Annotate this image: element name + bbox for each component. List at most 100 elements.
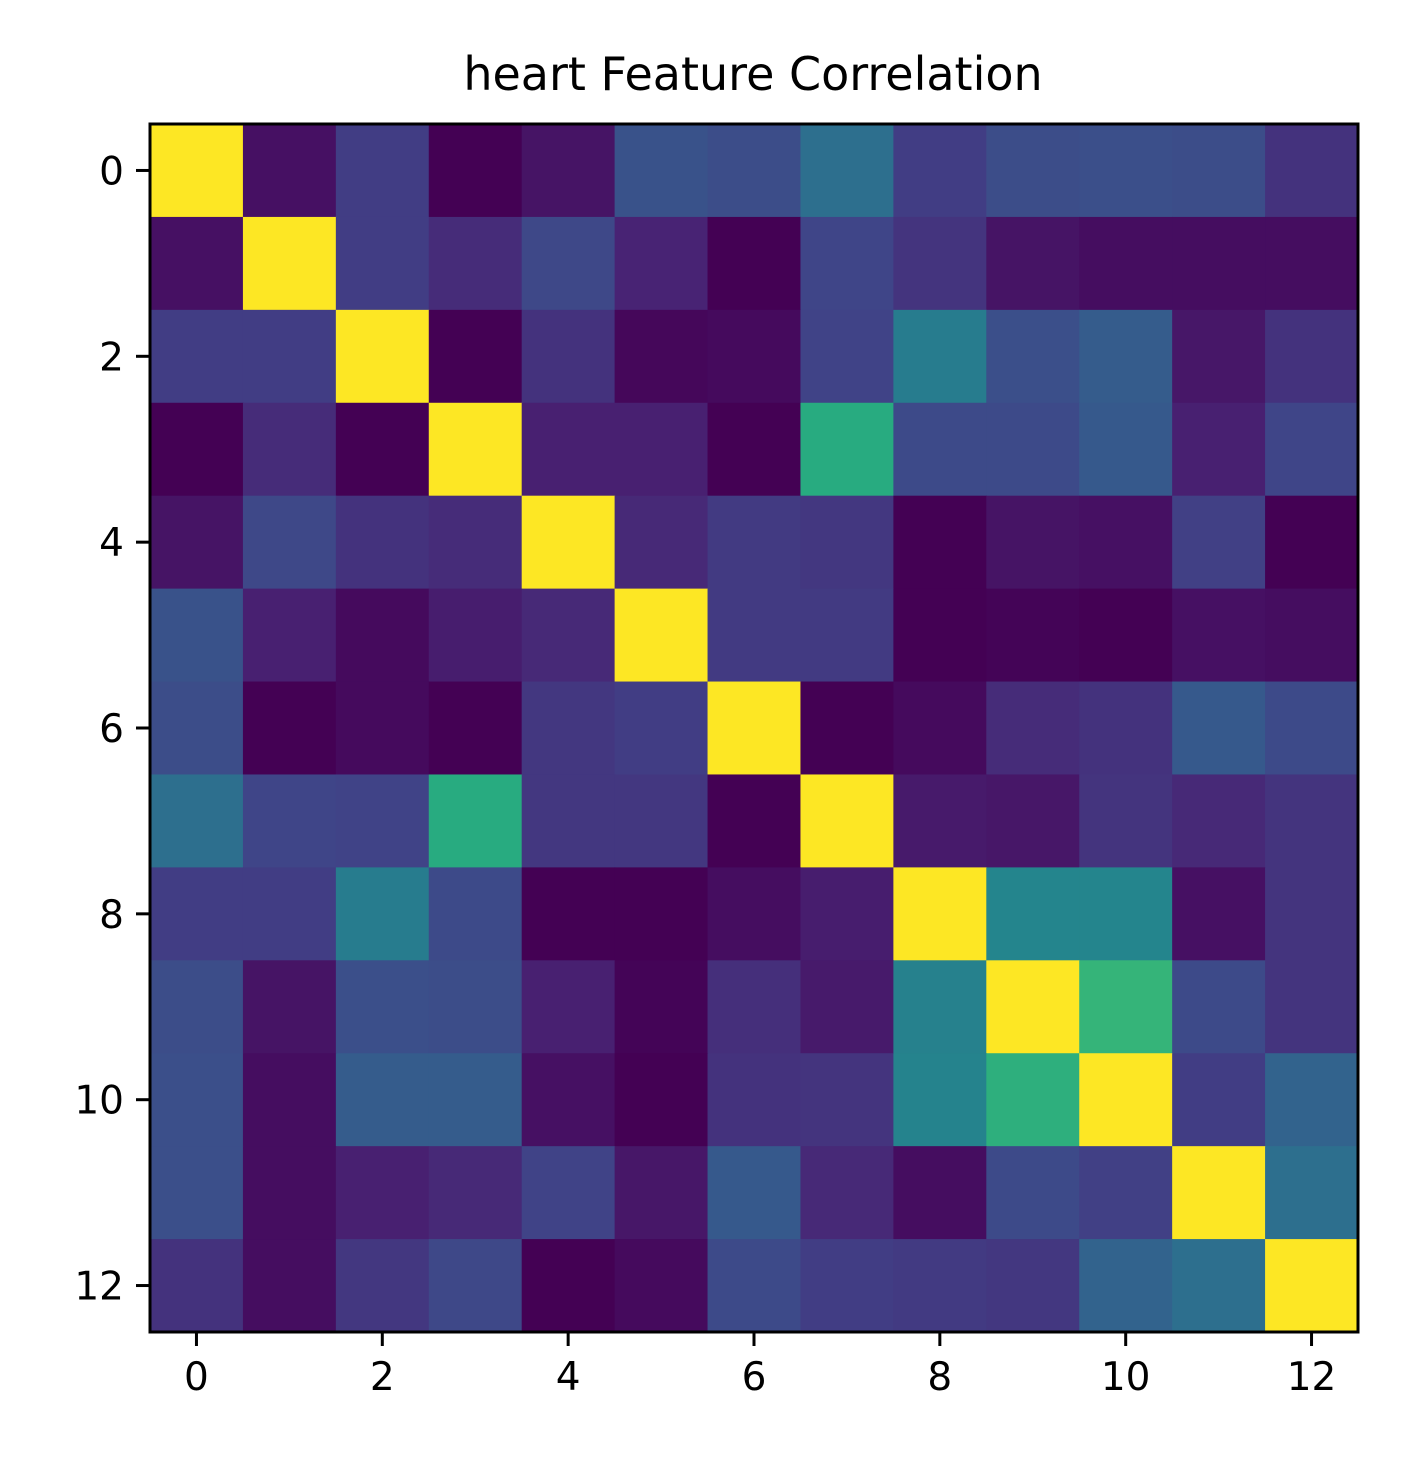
heatmap-cell-4-3 [428,495,523,590]
y-axis-ticks: 0 2 4 6 8 10 12 [74,149,150,1310]
heatmap-cell-7-7 [800,774,894,868]
heatmap-cell-4-11 [1172,495,1266,590]
heatmap-cell-11-4 [521,1146,616,1240]
heatmap-cell-11-3 [428,1146,523,1240]
heatmap-cell-2-4 [521,309,616,404]
heatmap-cell-9-2 [335,960,430,1054]
heatmap-cell-2-2 [335,309,430,404]
heatmap-cell-12-3 [428,1239,523,1333]
heatmap-cell-9-4 [521,960,616,1054]
heatmap-cell-0-5 [614,124,709,218]
heatmap-cell-8-4 [521,867,616,961]
x-tick-label: 8 [927,1355,952,1400]
heatmap-cell-8-1 [242,867,337,961]
heatmap-cell-3-2 [335,402,430,497]
heatmap-cell-9-1 [242,960,337,1054]
heatmap-cell-11-9 [986,1146,1080,1240]
heatmap-cell-12-8 [893,1239,987,1333]
heatmap-cell-2-0 [150,309,244,404]
heatmap-cell-1-6 [707,216,802,311]
heatmap-cell-9-0 [150,960,244,1054]
heatmap-cell-1-11 [1172,216,1266,311]
heatmap-cell-10-5 [614,1053,709,1147]
heatmap-cell-4-12 [1265,495,1359,590]
heatmap-cell-10-11 [1172,1053,1266,1147]
heatmap-cell-4-1 [242,495,337,590]
y-tick-label: 12 [74,1265,124,1310]
heatmap-cell-8-10 [1079,867,1173,961]
heatmap-cell-5-6 [707,588,802,683]
heatmap-cell-12-0 [150,1239,244,1333]
chart-title: heart Feature Correlation [463,47,1042,101]
heatmap-cell-11-12 [1265,1146,1359,1240]
heatmap-cell-0-9 [986,124,1080,218]
heatmap-cell-2-9 [986,309,1080,404]
heatmap-cell-2-5 [614,309,709,404]
heatmap-cell-1-12 [1265,216,1359,311]
y-tick-label: 10 [74,1079,124,1124]
heatmap-cell-4-0 [150,495,244,590]
y-tick-label: 6 [99,707,124,752]
heatmap-cell-0-0 [150,124,244,218]
heatmap-cell-8-2 [335,867,430,961]
heatmap-cell-0-1 [242,124,337,218]
heatmap-cell-5-10 [1079,588,1173,683]
heatmap-cell-8-9 [986,867,1080,961]
heatmap-cell-6-4 [521,681,616,776]
heatmap-cell-7-9 [986,774,1080,868]
heatmap-cell-2-10 [1079,309,1173,404]
heatmap-cell-0-2 [335,124,430,218]
heatmap-cell-4-7 [800,495,894,590]
heatmap-cell-3-11 [1172,402,1266,497]
y-tick-label: 2 [99,335,124,380]
x-tick-label: 10 [1101,1355,1151,1400]
heatmap-cell-1-5 [614,216,709,311]
heatmap-cell-7-11 [1172,774,1266,868]
heatmap-cell-2-8 [893,309,987,404]
heatmap-cell-11-6 [707,1146,802,1240]
heatmap-cell-4-4 [521,495,616,590]
heatmap-cell-6-9 [986,681,1080,776]
heatmap-cell-12-6 [707,1239,802,1333]
heatmap-cell-10-7 [800,1053,894,1147]
x-tick-label: 0 [184,1355,209,1400]
heatmap-cell-4-5 [614,495,709,590]
heatmap-cell-6-0 [150,681,244,776]
heatmap-cell-7-3 [428,774,523,868]
heatmap-cell-8-8 [893,867,987,961]
heatmap-cell-11-10 [1079,1146,1173,1240]
heatmap-cell-8-12 [1265,867,1359,961]
heatmap-cell-3-9 [986,402,1080,497]
heatmap-cell-11-11 [1172,1146,1266,1240]
heatmap-cell-10-6 [707,1053,802,1147]
heatmap-cell-12-7 [800,1239,894,1333]
heatmap-cell-1-7 [800,216,894,311]
heatmap-cell-1-2 [335,216,430,311]
heatmap-cell-12-12 [1265,1239,1359,1333]
heatmap-cell-10-12 [1265,1053,1359,1147]
heatmap-cell-6-11 [1172,681,1266,776]
heatmap-cell-6-5 [614,681,709,776]
heatmap-cell-8-7 [800,867,894,961]
heatmap-cell-8-11 [1172,867,1266,961]
heatmap-cell-2-12 [1265,309,1359,404]
heatmap-cell-6-12 [1265,681,1359,776]
heatmap-cell-8-3 [428,867,523,961]
heatmap-cell-11-0 [150,1146,244,1240]
heatmap-cell-3-5 [614,402,709,497]
heatmap-cell-2-11 [1172,309,1266,404]
heatmap-cell-6-3 [428,681,523,776]
heatmap-cell-2-1 [242,309,337,404]
heatmap-cell-0-3 [428,124,523,218]
heatmap-cell-12-5 [614,1239,709,1333]
heatmap-cell-5-8 [893,588,987,683]
heatmap-cell-1-1 [242,216,337,311]
heatmap-cell-3-10 [1079,402,1173,497]
heatmap-cell-9-3 [428,960,523,1054]
heatmap-cell-5-9 [986,588,1080,683]
heatmap-cell-3-3 [428,402,523,497]
heatmap-cell-7-4 [521,774,616,868]
heatmap-cell-12-2 [335,1239,430,1333]
heatmap-cell-3-4 [521,402,616,497]
heatmap-cells [150,124,1359,1333]
